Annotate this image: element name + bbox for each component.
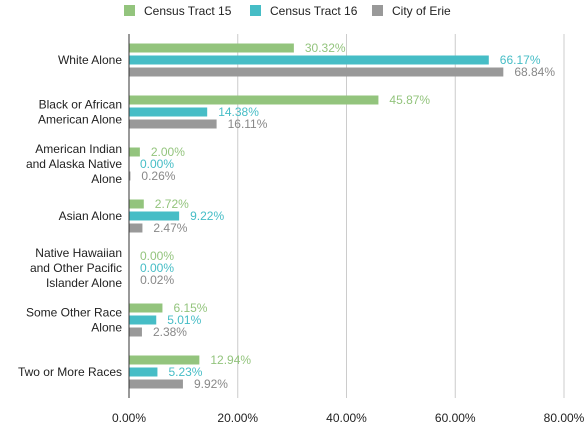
data-label: 2.47% <box>153 221 187 235</box>
data-label: 5.01% <box>167 313 201 327</box>
bar <box>129 199 144 209</box>
bar <box>129 315 157 325</box>
legend-swatch <box>250 5 261 16</box>
x-tick-label: 80.00% <box>544 411 585 425</box>
legend-swatch <box>372 5 383 16</box>
x-tick-label: 20.00% <box>217 411 258 425</box>
category-label: Some Other Race Alone <box>26 306 122 335</box>
bar <box>129 355 200 365</box>
data-label: 68.84% <box>514 65 555 79</box>
data-label: 0.26% <box>141 169 175 183</box>
value-labels: 30.32% 66.17%68.84% 45.87% 14.38%16.11% 2.00… <box>140 41 555 391</box>
bar <box>129 107 208 117</box>
category-labels: White Alone Black or African American Alon… <box>18 53 122 379</box>
data-label: 45.87% <box>389 93 430 107</box>
x-tick-label: 60.00% <box>435 411 476 425</box>
category-label: White Alone <box>58 53 122 67</box>
bars <box>129 43 504 389</box>
bar <box>129 95 379 105</box>
x-tick-label: 0.00% <box>112 411 146 425</box>
legend-item: Census Tract 16 <box>250 4 358 18</box>
data-label: 2.72% <box>155 197 189 211</box>
bar <box>129 367 158 377</box>
bar <box>129 303 163 313</box>
category-label: Native Hawaiian and Other Pacific Islander… <box>30 246 122 290</box>
data-label: 9.22% <box>190 209 224 223</box>
data-label: 0.00% <box>140 261 174 275</box>
bar <box>129 379 183 389</box>
data-label: 9.92% <box>194 377 228 391</box>
legend-label: City of Erie <box>392 4 451 18</box>
data-label: 0.00% <box>140 249 174 263</box>
legend-item: City of Erie <box>372 4 451 18</box>
bar <box>129 67 504 77</box>
legend-label: Census Tract 15 <box>144 4 232 18</box>
bar <box>129 211 180 221</box>
data-label: 6.15% <box>173 301 207 315</box>
category-label: American Indian and Alaska Native Alone <box>26 142 122 186</box>
legend-swatch <box>124 5 135 16</box>
category-label: Black or African American Alone <box>38 98 122 127</box>
legend: Census Tract 15 Census Tract 16 City of Er… <box>124 4 451 18</box>
data-label: 30.32% <box>305 41 346 55</box>
data-label: 2.38% <box>153 325 187 339</box>
data-label: 12.94% <box>210 353 251 367</box>
bar <box>129 43 294 53</box>
data-label: 5.23% <box>168 365 202 379</box>
bar <box>129 55 489 65</box>
bar <box>129 327 142 337</box>
x-tick-label: 40.00% <box>326 411 367 425</box>
data-label: 14.38% <box>218 105 259 119</box>
bar <box>129 223 143 233</box>
data-label: 0.02% <box>140 273 174 287</box>
legend-label: Census Tract 16 <box>270 4 358 18</box>
bar <box>129 147 140 157</box>
bar <box>129 171 131 181</box>
bar <box>129 119 217 129</box>
legend-item: Census Tract 15 <box>124 4 232 18</box>
x-tick-labels: 0.00% 20.00% 40.00% 60.00% 80.00% <box>112 411 585 425</box>
category-label: Asian Alone <box>59 209 123 223</box>
data-label: 66.17% <box>500 53 541 67</box>
data-label: 2.00% <box>151 145 185 159</box>
data-label: 0.00% <box>140 157 174 171</box>
category-label: Two or More Races <box>18 365 122 379</box>
data-label: 16.11% <box>228 117 268 131</box>
gridlines <box>237 34 565 398</box>
